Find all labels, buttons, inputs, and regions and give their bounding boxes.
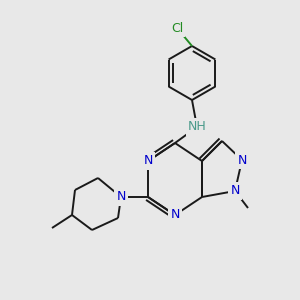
Text: N: N <box>116 190 126 203</box>
Text: N: N <box>230 184 240 197</box>
Text: NH: NH <box>188 121 206 134</box>
Text: N: N <box>237 154 247 166</box>
Text: Cl: Cl <box>171 22 183 34</box>
Text: N: N <box>170 208 180 221</box>
Text: N: N <box>143 154 153 167</box>
